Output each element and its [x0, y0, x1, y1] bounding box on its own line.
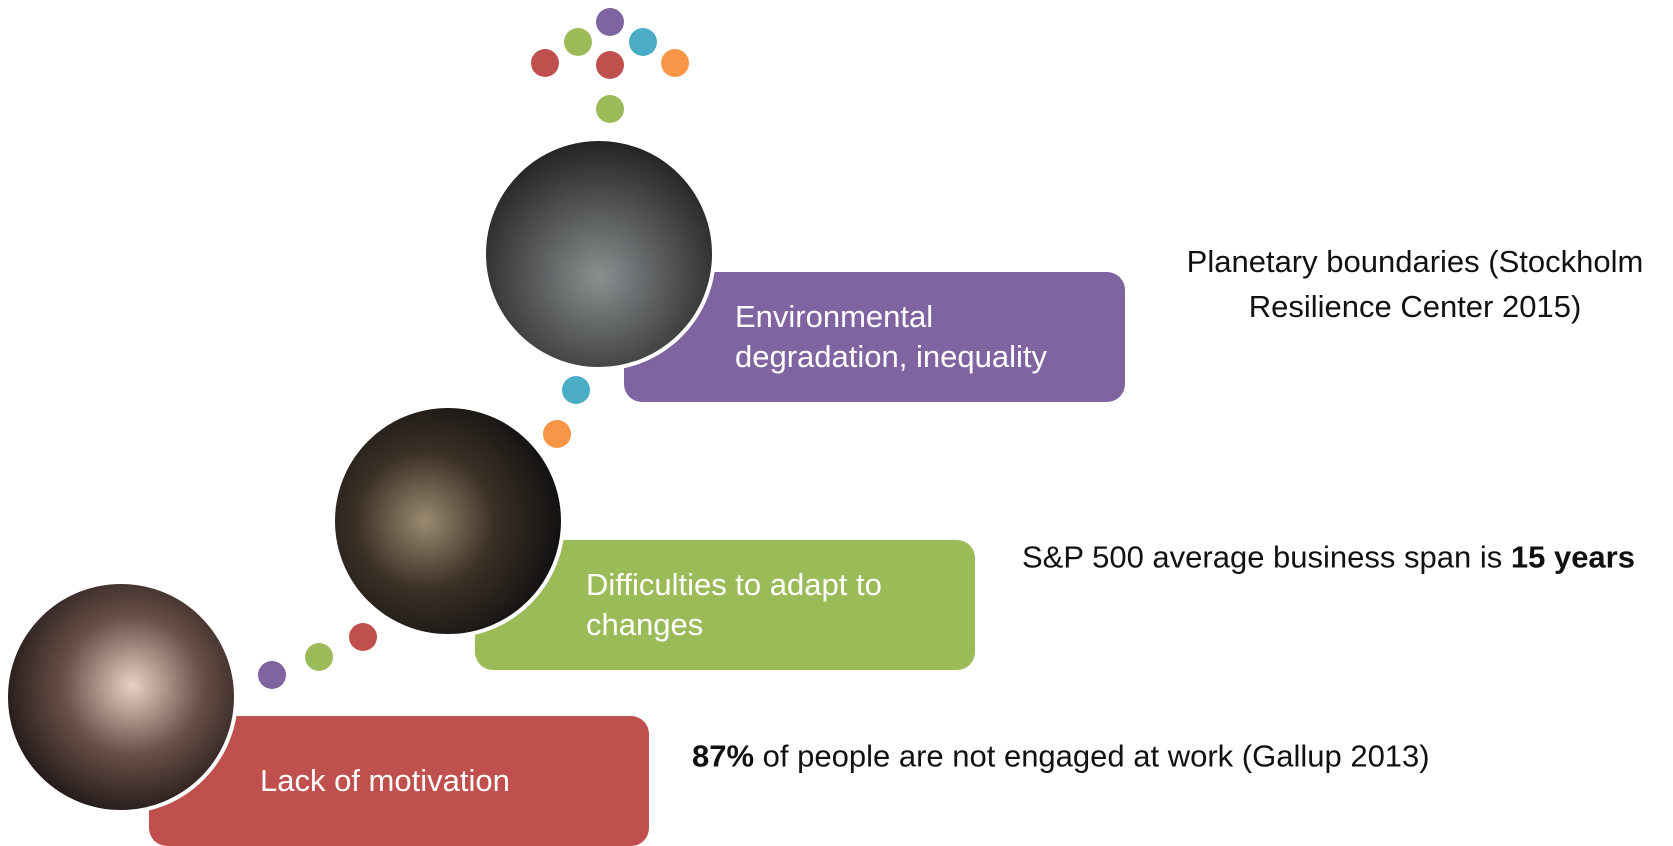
note-text: of people are not engaged at work (Gallu…: [754, 739, 1430, 774]
slide: Environmental degradation, inequalityDif…: [0, 0, 1673, 832]
photos: [0, 0, 1673, 832]
step-note: Planetary boundaries (Stockholm Resilien…: [1155, 239, 1673, 329]
step-note: 87% of people are not engaged at work (G…: [692, 734, 1652, 779]
note-text: S&P 500 average business span is: [1022, 540, 1511, 575]
step-photo: [484, 139, 714, 369]
note-emphasis: 15 years: [1511, 540, 1635, 575]
step-photo: [6, 582, 236, 812]
step-note: S&P 500 average business span is 15 year…: [1022, 535, 1662, 580]
note-text: Planetary boundaries (Stockholm Resilien…: [1187, 244, 1652, 324]
note-emphasis: 87%: [692, 739, 754, 774]
step-photo: [333, 406, 563, 636]
